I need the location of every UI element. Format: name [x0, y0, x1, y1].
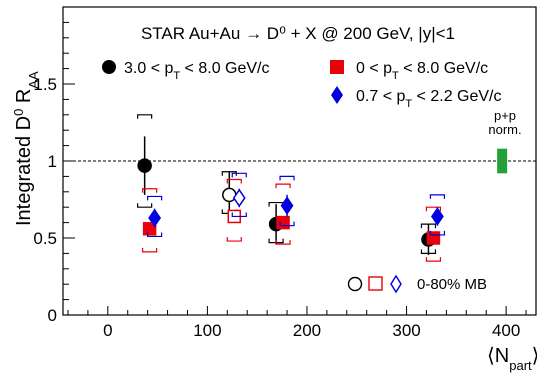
x-axis-label: ⟨Npart⟩: [487, 345, 537, 373]
data-point-square: [276, 215, 290, 230]
x-tick-label: 200: [293, 321, 321, 340]
legend-entry-full-pt: 0 < pT < 8.0 GeV/c: [356, 60, 488, 82]
data-point-circle: [137, 158, 152, 173]
x-tick-label: 300: [392, 321, 420, 340]
legend-marker-circle: [102, 60, 116, 74]
legend-entry-low-pt: 0.7 < pT < 2.2 GeV/c: [356, 88, 502, 110]
systematic-bracket-low: [231, 212, 247, 218]
systematic-bracket-high: [147, 195, 163, 201]
systematic-bracket-low: [279, 221, 295, 227]
systematic-bracket-low: [429, 230, 446, 236]
data-layer: [137, 114, 508, 262]
y-tick-label: 1.5: [33, 75, 57, 94]
x-tick-label: 100: [193, 321, 221, 340]
data-point-diamond: [280, 196, 294, 215]
systematic-bracket-low: [226, 237, 242, 242]
y-tick-label: 1: [48, 152, 57, 171]
systematic-bracket-low: [147, 232, 163, 238]
systematic-bracket-high: [429, 194, 446, 199]
norm-label-line1: p+p: [494, 108, 516, 123]
chart-title: STAR Au+Au → D⁰ + X @ 200 GeV, |y|<1: [141, 24, 455, 43]
legend-entry-high-pt: 3.0 < pT < 8.0 GeV/c: [124, 60, 270, 82]
data-point-square: [426, 231, 441, 245]
systematic-bracket-high: [226, 178, 242, 184]
systematic-bracket-low: [142, 247, 158, 253]
systematic-bracket-high: [275, 183, 291, 189]
x-tick-label: 0: [103, 321, 112, 340]
data-point-diamond: [148, 208, 162, 228]
norm-label-line2: norm.: [488, 122, 521, 137]
systematic-bracket-high: [279, 175, 295, 181]
data-point-diamond: [431, 207, 444, 226]
legend-marker-diamond: [331, 86, 343, 104]
systematic-bracket-low: [137, 203, 153, 208]
legend: 3.0 < pT < 8.0 GeV/c 0 < pT < 8.0 GeV/c …: [102, 60, 502, 294]
pp-norm-box: [497, 148, 508, 174]
data-point-square: [142, 222, 157, 236]
data-point-diamond: [232, 188, 246, 208]
legend-mb-circle-icon: [347, 276, 363, 292]
legend-mb-label: 0-80% MB: [417, 276, 487, 293]
y-tick-label: 0: [48, 306, 57, 325]
systematic-bracket-high: [425, 206, 442, 212]
systematic-bracket-high: [231, 172, 247, 178]
axes-layer: 0 100 200 300 400 0 0.5 1 1.5: [33, 21, 527, 340]
systematic-bracket-low: [425, 257, 442, 262]
systematic-bracket-low: [275, 240, 291, 245]
legend-mb-square-icon: [368, 276, 383, 291]
legend-mb-diamond-icon: [390, 274, 402, 294]
systematic-bracket-high: [142, 188, 158, 193]
data-point-circle: [222, 187, 237, 203]
legend-marker-square: [330, 60, 344, 74]
y-axis-label: Integrated D0 RAA: [11, 71, 41, 226]
y-tick-label: 0.5: [33, 229, 57, 248]
systematic-bracket-high: [137, 114, 153, 119]
x-tick-label: 400: [492, 321, 520, 340]
